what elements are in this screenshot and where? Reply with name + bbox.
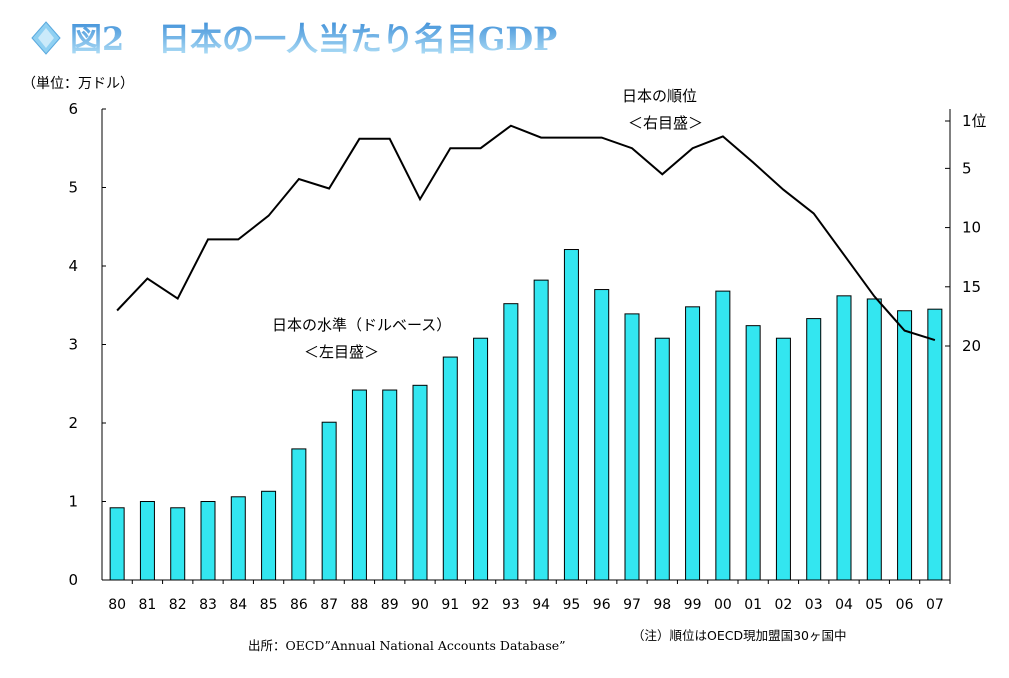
source-note: 出所：OECD”Annual National Accounts Databas… [248, 638, 566, 653]
x-tick-label: 91 [441, 597, 459, 613]
x-tick-label: 95 [563, 597, 581, 613]
rank-note: （注）順位はOECD現加盟国30ヶ国中 [632, 628, 847, 643]
x-tick-label: 81 [139, 597, 157, 613]
bar [806, 318, 822, 581]
bar [654, 337, 670, 581]
rank-label: 日本の順位 [622, 87, 697, 105]
bar [836, 295, 852, 581]
bar [927, 308, 943, 581]
x-tick-label: 07 [926, 597, 944, 613]
chart-title: 図2 日本の一人当たり名目GDP [31, 20, 557, 58]
x-tick-label: 00 [714, 597, 732, 613]
x-tick-label: 04 [835, 597, 853, 613]
bar [230, 496, 246, 581]
bar [715, 290, 731, 581]
x-tick-label: 86 [290, 597, 308, 613]
bar-series [109, 249, 943, 581]
bar [775, 337, 791, 581]
x-tick-label: 02 [775, 597, 793, 613]
bar [685, 306, 701, 581]
bar [563, 249, 579, 581]
bar [382, 389, 398, 581]
x-tick-label: 85 [260, 597, 278, 613]
x-tick-label: 90 [411, 597, 429, 613]
x-tick-label: 97 [623, 597, 641, 613]
right-tick-label: 10 [962, 219, 981, 237]
x-tick-label: 93 [502, 597, 520, 613]
bar [745, 325, 761, 581]
x-tick-label: 96 [593, 597, 611, 613]
bar [109, 507, 125, 581]
x-tick-label: 99 [684, 597, 702, 613]
bar [866, 298, 882, 581]
bar [170, 507, 186, 581]
bar [533, 279, 549, 581]
x-tick-label: 05 [865, 597, 883, 613]
left-tick-label: 0 [68, 571, 78, 589]
right-tick-label: 1位 [962, 112, 987, 130]
x-tick-label: 88 [351, 597, 369, 613]
bar [594, 289, 610, 581]
x-tick-label: 83 [199, 597, 217, 613]
bar [200, 501, 216, 581]
level-sublabel: ＜左目盛＞ [304, 343, 379, 361]
left-tick-label: 4 [68, 257, 78, 275]
left-axis-ticks: 0 1 2 3 4 5 6 [68, 100, 106, 589]
bar [442, 356, 458, 581]
bar [473, 337, 489, 581]
left-tick-label: 2 [68, 414, 78, 432]
bar [321, 421, 337, 581]
x-tick-label: 84 [229, 597, 247, 613]
x-tick-label: 98 [653, 597, 671, 613]
x-tick-label: 94 [532, 597, 550, 613]
right-tick-label: 15 [962, 278, 981, 296]
level-label: 日本の水準（ドルベース） [272, 316, 451, 334]
figure-number: 図2 [70, 20, 124, 58]
x-tick-label: 06 [896, 597, 914, 613]
bar [139, 501, 155, 581]
x-tick-label: 03 [805, 597, 823, 613]
bar [412, 384, 428, 581]
left-unit-label: （単位：万ドル） [22, 76, 134, 92]
x-tick-label: 89 [381, 597, 399, 613]
x-axis-labels: 80 81 82 83 84 85 86 87 88 89 90 91 92 93 94 95 96 97 98 99… [108, 580, 951, 613]
right-axis-ticks: 1位 5 10 15 20 [945, 112, 987, 355]
x-tick-label: 87 [320, 597, 338, 613]
left-tick-label: 5 [68, 179, 78, 197]
right-tick-label: 5 [962, 159, 972, 177]
x-tick-label: 01 [744, 597, 762, 613]
title-text: 日本の一人当たり名目GDP [158, 20, 557, 58]
x-tick-label: 82 [169, 597, 187, 613]
bar [624, 313, 640, 581]
rank-line-series [116, 124, 936, 342]
left-tick-label: 3 [68, 336, 78, 354]
x-tick-label: 80 [108, 597, 126, 613]
right-tick-label: 20 [962, 337, 981, 355]
rank-sublabel: ＜右目盛＞ [628, 114, 703, 132]
left-tick-label: 1 [68, 493, 78, 511]
bar [261, 490, 277, 581]
rank-line [116, 124, 936, 342]
x-tick-label: 92 [472, 597, 490, 613]
left-tick-label: 6 [68, 100, 78, 118]
bar [897, 310, 913, 581]
bar [351, 389, 367, 581]
bar [503, 303, 519, 581]
bar [291, 448, 307, 581]
